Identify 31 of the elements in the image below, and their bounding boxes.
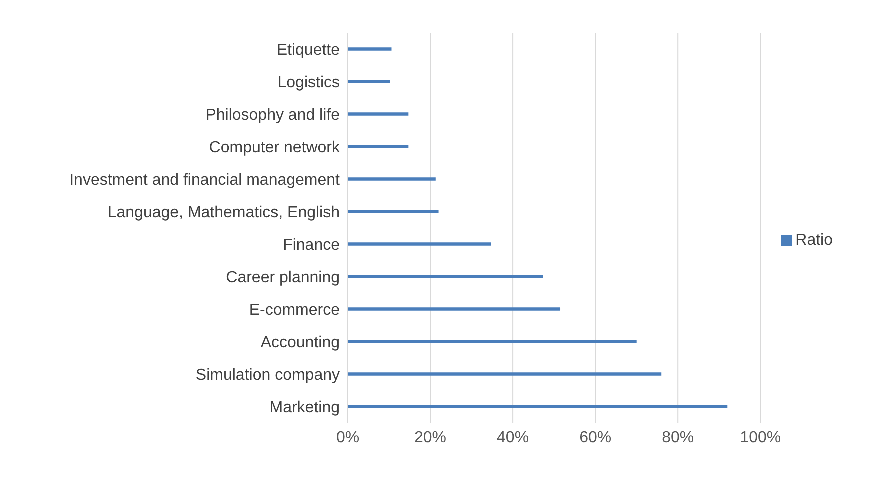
bar xyxy=(348,308,561,311)
bar xyxy=(348,112,409,116)
y-tick-label: E-commerce xyxy=(249,302,340,319)
x-tick-label: 60% xyxy=(580,429,612,446)
bar xyxy=(348,340,637,344)
x-tick-label: 0% xyxy=(336,429,360,446)
bar xyxy=(348,405,728,408)
bar xyxy=(348,80,390,84)
bar xyxy=(348,145,409,148)
y-tick-label: Accounting xyxy=(260,334,340,352)
y-tick-label: Etiquette xyxy=(276,42,340,59)
bar xyxy=(348,48,392,51)
y-tick-label: Philosophy and life xyxy=(206,106,340,124)
bar xyxy=(348,275,544,278)
bar xyxy=(348,242,492,246)
y-tick-label: Investment and financial management xyxy=(70,172,341,189)
y-tick-label: Finance xyxy=(283,236,340,254)
x-tick-label: 40% xyxy=(497,429,530,446)
x-tick-label: 20% xyxy=(414,429,447,446)
y-tick-label: Simulation company xyxy=(196,366,340,384)
bar xyxy=(348,178,436,181)
y-tick-label: Career planning xyxy=(226,269,340,286)
bar xyxy=(348,210,439,214)
y-tick-label: Language, Mathematics, English xyxy=(108,204,340,222)
x-tick-label: 80% xyxy=(662,429,694,446)
bar xyxy=(348,372,662,376)
y-tick-label: Logistics xyxy=(278,74,340,92)
x-tick-label: 100% xyxy=(740,429,782,446)
y-tick-label: Computer network xyxy=(209,139,341,156)
y-tick-label: Marketing xyxy=(270,399,340,416)
legend-label: Ratio xyxy=(796,232,833,248)
